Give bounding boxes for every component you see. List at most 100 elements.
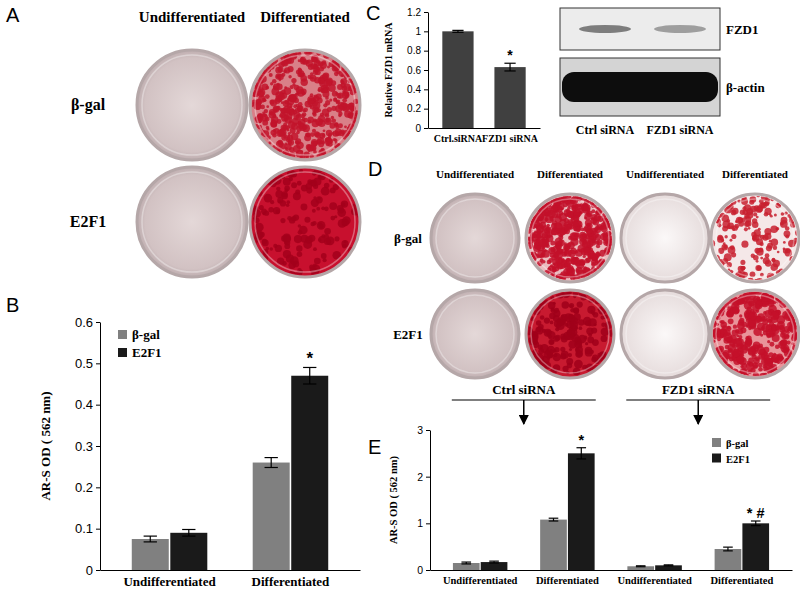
stain-spot: [756, 194, 760, 198]
stain-spot: [288, 121, 295, 128]
stain-spot: [289, 120, 292, 123]
stain-spot: [289, 271, 296, 278]
tick: 1.2: [407, 7, 428, 18]
tick-label: 0.6: [407, 65, 421, 76]
stain-spot: [577, 301, 583, 307]
dish-well: [431, 194, 519, 282]
stain-spot: [751, 316, 756, 321]
stain-spot: [769, 213, 772, 216]
tick-mark: [96, 363, 100, 364]
stain-spot: [290, 85, 294, 89]
stain-spot: [312, 209, 316, 213]
stain-spot: [740, 260, 745, 265]
stain-spot: [300, 57, 306, 63]
tick-mark: [424, 51, 428, 52]
stain-spot: [748, 227, 751, 230]
stain-spot: [565, 246, 570, 251]
stain-spot: [751, 232, 756, 237]
stain-spot: [325, 100, 330, 105]
culture-dish: [525, 192, 616, 284]
axis-title: Relative FZD1 mRNA: [383, 22, 394, 118]
stain-spot: [539, 239, 547, 247]
stain-spot: [786, 340, 790, 344]
dish-well: [526, 194, 614, 282]
stain-spot: [334, 236, 339, 241]
stain-spot: [329, 202, 337, 210]
blot-band: [579, 25, 631, 33]
stain-spot: [588, 233, 591, 236]
stain-spot: [301, 204, 308, 211]
stain-spot: [562, 301, 570, 309]
stain-spot: [586, 196, 592, 202]
stain-spot: [762, 234, 768, 240]
y-axis: 00.10.20.30.40.50.6: [75, 315, 101, 578]
stain-spot: [728, 318, 734, 324]
stain-spot: [738, 266, 744, 272]
stain-spot: [771, 316, 778, 323]
stain-spot: [302, 112, 307, 117]
tick: 0.4: [407, 84, 428, 95]
dish-well: [137, 167, 247, 277]
stain-spot: [601, 335, 608, 342]
stain-spot: [723, 333, 732, 342]
stain-spot: [597, 239, 603, 245]
stain-spot: [733, 307, 739, 313]
stain-spot: [760, 257, 763, 260]
stain-spot: [753, 364, 758, 369]
stain-spot: [288, 94, 296, 102]
stain-spot: [296, 142, 303, 149]
stain-spot: [580, 225, 583, 228]
stain-spot: [293, 192, 301, 200]
stain-spot: [546, 330, 551, 335]
axis-line: [428, 13, 429, 129]
x-axis: Ctrl.siRNAFZD1 siRNA: [429, 128, 541, 144]
dish-rim: [436, 199, 514, 277]
tick: 0: [415, 123, 428, 134]
stain-spot: [769, 240, 772, 243]
stain-spot: [318, 238, 322, 242]
stain-spot: [279, 78, 282, 81]
plot-area: [442, 30, 525, 128]
error-bar: [636, 565, 646, 567]
lane-label: FZD1 siRNA: [646, 123, 713, 137]
stain-spot: [792, 317, 795, 320]
stain-spot: [586, 223, 590, 227]
stain-spot: [575, 326, 578, 329]
stain-spot: [282, 191, 288, 197]
stain-spot: [550, 321, 554, 325]
tick: 0.5: [75, 356, 100, 371]
culture-dish: [431, 290, 519, 378]
stain-spot: [304, 118, 308, 122]
stain-spot: [273, 83, 280, 90]
stain-spot: [313, 113, 317, 117]
stain-spot: [746, 335, 751, 340]
axis-title: AR-S OD ( 562 nm): [38, 391, 53, 500]
stain-spot: [328, 133, 332, 137]
stain-spot: [283, 70, 287, 74]
stain-spot: [713, 255, 720, 262]
stain-spot: [789, 256, 796, 263]
stain-spot: [554, 353, 558, 357]
stain-spot: [537, 301, 541, 305]
stain-spot: [311, 139, 318, 146]
stain-spot: [273, 207, 280, 214]
stain-spot: [727, 225, 731, 229]
tick-mark: [424, 89, 428, 90]
stain-spot: [567, 363, 573, 369]
stain-spot: [327, 65, 330, 68]
stain-spot: [342, 98, 347, 103]
tick: 0.6: [75, 315, 100, 330]
stain-spot: [755, 265, 761, 271]
stain-spot: [283, 152, 288, 157]
stain-spot: [323, 73, 330, 80]
stain-spot: [570, 197, 578, 205]
stain-spot: [280, 200, 286, 206]
culture-dish: [621, 290, 709, 378]
stain-spot: [300, 123, 304, 127]
stain-spot: [263, 99, 266, 102]
stain-spot: [560, 235, 563, 238]
stain-spot: [264, 194, 273, 203]
band-label: FZD1: [726, 22, 759, 37]
stain-spot: [731, 234, 736, 239]
dish-well: [621, 194, 709, 282]
